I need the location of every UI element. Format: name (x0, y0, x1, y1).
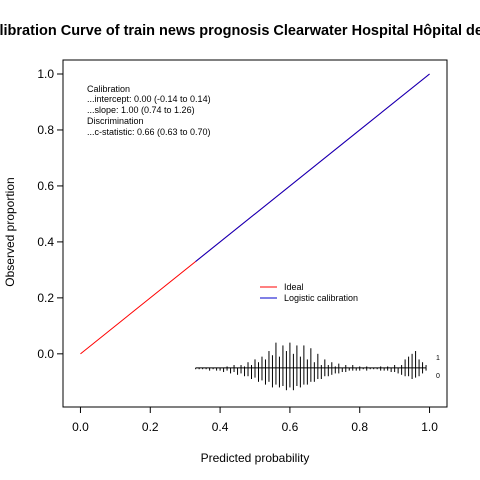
annotation-line: ...c-statistic: 0.66 (0.63 to 0.70) (87, 127, 211, 137)
annotation-line: Discrimination (87, 116, 144, 126)
y-tick-label: 0.6 (37, 179, 54, 193)
y-tick-label: 1.0 (37, 67, 54, 81)
x-tick-label: 0.4 (212, 420, 229, 434)
spike-label-nonevents: 0 (436, 373, 440, 380)
logistic-calibration-line (195, 73, 430, 262)
y-tick-label: 0.4 (37, 235, 54, 249)
series-layer (80, 73, 430, 355)
y-tick-label: 0.2 (37, 291, 54, 305)
legend-label-ideal: Ideal (284, 282, 304, 292)
x-axis-label: Predicted probability (201, 451, 310, 465)
x-axis: 0.0 0.2 0.4 0.6 0.8 1.0 (72, 407, 438, 434)
annotation-line: ...intercept: 0.00 (-0.14 to 0.14) (87, 94, 211, 104)
y-axis: 0.0 0.2 0.4 0.6 0.8 1.0 (37, 67, 63, 361)
x-tick-label: 1.0 (421, 420, 438, 434)
x-tick-label: 0.0 (72, 420, 89, 434)
chart-title: Calibration Curve of train news prognosi… (0, 23, 480, 39)
calibration-annotation: Calibration ...intercept: 0.00 (-0.14 to… (87, 84, 211, 137)
spike-histogram (195, 342, 427, 391)
legend-label-logistic: Logistic calibration (284, 293, 358, 303)
annotation-line: ...slope: 1.00 (0.74 to 1.26) (87, 105, 195, 115)
x-tick-label: 0.6 (282, 420, 299, 434)
y-tick-label: 0.0 (37, 347, 54, 361)
spike-label-events: 1 (436, 355, 440, 362)
plot-area-frame (62, 59, 448, 408)
legend: Ideal Logistic calibration (260, 282, 358, 303)
x-tick-label: 0.8 (351, 420, 368, 434)
x-tick-label: 0.2 (142, 420, 159, 434)
y-tick-label: 0.8 (37, 123, 54, 137)
annotation-line: Calibration (87, 84, 130, 94)
y-axis-label: Observed proportion (3, 177, 17, 286)
